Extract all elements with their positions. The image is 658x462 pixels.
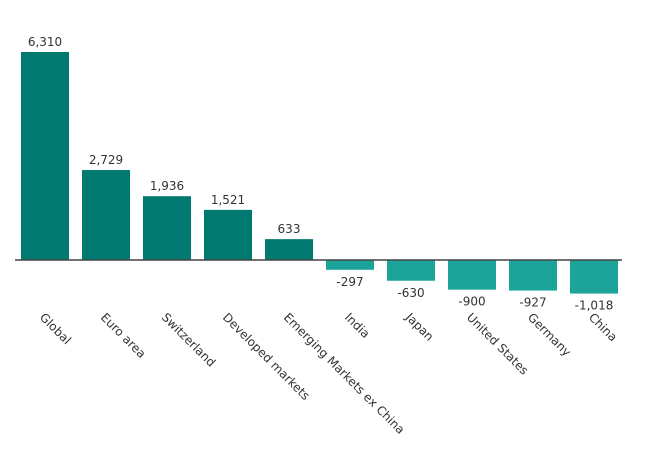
data-label-7: -900 <box>458 295 485 309</box>
data-label-1: 2,729 <box>89 153 123 167</box>
data-label-8: -927 <box>519 296 546 310</box>
category-label-4: Emerging Markets ex China <box>281 310 408 437</box>
data-label-4: 633 <box>278 222 301 236</box>
data-label-5: -297 <box>336 275 363 289</box>
bar-6 <box>387 260 435 281</box>
bar-9 <box>570 260 618 294</box>
bar-8 <box>509 260 557 291</box>
data-label-6: -630 <box>397 286 424 300</box>
data-label-9: -1,018 <box>575 299 614 313</box>
category-label-8: Germany <box>525 310 574 359</box>
category-label-1: Euro area <box>98 310 149 361</box>
category-label-9: China <box>586 310 620 344</box>
bar-2 <box>143 196 191 260</box>
category-label-2: Switzerland <box>159 310 218 369</box>
category-label-0: Global <box>37 310 74 347</box>
bar-1 <box>82 170 130 260</box>
bar-5 <box>326 260 374 270</box>
data-label-0: 6,310 <box>28 35 62 49</box>
category-label-5: India <box>342 310 373 341</box>
data-label-2: 1,936 <box>150 179 184 193</box>
bar-0 <box>21 52 69 260</box>
bar-3 <box>204 209 252 260</box>
category-label-7: United States <box>464 310 531 377</box>
data-label-3: 1,521 <box>211 193 245 207</box>
bar-7 <box>448 260 496 290</box>
bar-4 <box>265 239 313 260</box>
category-label-6: Japan <box>402 310 436 344</box>
